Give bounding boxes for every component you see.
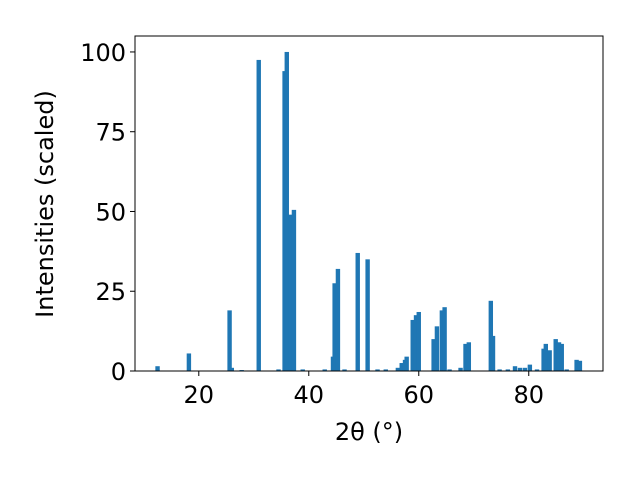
y-tick-label: 75 <box>95 119 126 147</box>
bar <box>466 342 472 371</box>
bar <box>227 310 232 371</box>
bar <box>559 343 564 371</box>
bar <box>505 369 511 371</box>
bar <box>229 367 234 371</box>
bar <box>383 369 388 371</box>
y-axis-label: Intensities (scaled) <box>31 90 59 318</box>
bar <box>288 214 293 371</box>
bar <box>335 268 341 371</box>
x-tick-label: 20 <box>184 381 215 409</box>
bar <box>527 364 533 371</box>
bar <box>431 339 436 371</box>
bar <box>355 252 360 371</box>
bar <box>534 369 540 371</box>
x-axis-label: 2θ (°) <box>335 418 403 446</box>
bar <box>155 366 160 371</box>
x-tick-label: 40 <box>294 381 325 409</box>
bar <box>497 369 502 371</box>
bar <box>547 350 552 371</box>
bar <box>186 353 192 371</box>
bar <box>256 59 261 372</box>
bar <box>512 366 518 371</box>
bar <box>395 367 401 371</box>
bar <box>276 369 281 371</box>
bar <box>399 363 404 371</box>
bar <box>410 319 415 371</box>
bar <box>458 367 463 371</box>
bar <box>342 369 347 371</box>
bar <box>517 367 523 371</box>
bar <box>442 307 447 371</box>
bar <box>365 259 370 371</box>
bar <box>463 343 468 371</box>
x-tick-label: 60 <box>403 381 434 409</box>
bar <box>556 342 562 371</box>
bar <box>300 369 305 371</box>
bar <box>490 335 496 371</box>
bar <box>375 369 380 371</box>
bar <box>416 311 421 371</box>
y-tick-label: 50 <box>95 198 126 226</box>
bar <box>434 326 440 371</box>
bar <box>404 356 409 371</box>
bar <box>522 367 528 371</box>
bar <box>284 51 289 371</box>
y-tick-label: 0 <box>111 358 126 386</box>
bar <box>447 369 452 371</box>
bar <box>577 360 583 371</box>
bar <box>332 283 337 371</box>
bar <box>413 315 419 371</box>
bar <box>439 310 445 371</box>
y-tick-label: 25 <box>95 278 126 306</box>
y-tick-label: 100 <box>80 39 126 67</box>
bar <box>564 369 569 371</box>
bar <box>322 369 327 371</box>
x-tick-label: 80 <box>513 381 544 409</box>
bar <box>574 359 579 371</box>
bar <box>291 209 297 371</box>
plot-frame <box>134 35 604 372</box>
bar <box>553 339 558 371</box>
bar <box>543 343 549 371</box>
